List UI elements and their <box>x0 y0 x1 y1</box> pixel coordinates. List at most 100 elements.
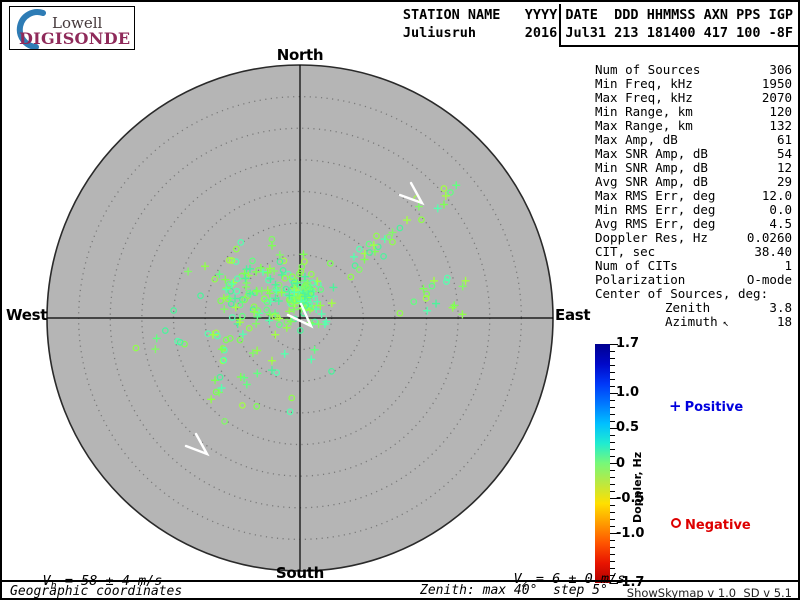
colorbar-minor-tick <box>610 505 615 507</box>
source-point-negative <box>239 402 246 409</box>
stat-label: Max SNR Amp, dB <box>595 146 708 161</box>
colorbar-tick-label: -1.0 <box>616 525 645 541</box>
crescent-icon <box>16 9 46 50</box>
stat-row: Num of CITs 1 <box>595 259 792 273</box>
source-point-negative <box>236 301 244 309</box>
stat-label: Max Range, km <box>595 118 693 133</box>
source-point-negative <box>271 313 279 320</box>
colorbar-minor-tick <box>610 477 615 479</box>
colorbar-major-tick <box>610 392 618 394</box>
stat-row: Polarization O-mode <box>595 273 792 287</box>
colorbar-major-tick <box>610 463 618 464</box>
legend-positive: + Positive <box>669 397 743 415</box>
source-point-negative <box>389 238 396 246</box>
source-point-negative <box>237 239 245 246</box>
stat-value: 120 <box>769 104 792 119</box>
stat-label: Avg RMS Err, deg <box>595 216 716 231</box>
source-point-negative <box>380 252 387 260</box>
coordinate-system-label: Geographic coordinates <box>10 584 183 599</box>
legend-negative: Negative <box>671 518 751 533</box>
circle-glyph-icon <box>671 518 681 528</box>
stat-row: Num of Sources 306 <box>595 63 792 77</box>
colorbar-major-tick <box>610 343 618 345</box>
stat-value: 2070 <box>761 90 792 105</box>
compass-east-label: East <box>555 306 591 324</box>
source-point-negative <box>228 314 236 321</box>
source-point-negative <box>288 273 296 281</box>
statistics-panel: Num of Sources 306 Min Freq, kHz 1950 Max Fr… <box>595 63 792 331</box>
colorbar-minor-tick <box>610 455 615 457</box>
source-point-negative <box>253 403 261 410</box>
source-point-negative <box>306 300 313 308</box>
stat-row: Doppler Res, Hz 0.0260 <box>595 231 792 245</box>
colorbar-major-tick <box>610 427 618 429</box>
stat-value: 0.0260 <box>746 230 792 245</box>
source-point-negative <box>396 309 404 317</box>
stat-label: Num of CITs <box>595 258 678 273</box>
colorbar-minor-tick <box>610 399 615 401</box>
stat-row: Center of Sources, deg: <box>595 287 792 301</box>
logo-text-lowell: Lowell <box>52 14 103 32</box>
stat-label: Max Freq, kHz <box>595 90 693 105</box>
stat-row: Min RMS Err, deg 0.0 <box>595 203 792 217</box>
source-point-negative <box>275 321 283 328</box>
source-point-negative <box>263 306 271 314</box>
source-point-negative <box>233 287 241 295</box>
compass-west-label: West <box>6 306 48 324</box>
stat-label: Azimuth ↖ <box>665 314 729 330</box>
source-point-negative <box>170 307 177 314</box>
stat-row: Min Freq, kHz 1950 <box>595 77 792 91</box>
source-point-negative <box>423 290 431 298</box>
stat-label: Polarization <box>595 272 686 287</box>
drift-arrow-icon <box>184 432 210 457</box>
colorbar-minor-tick <box>610 420 615 422</box>
source-point-negative <box>385 233 393 241</box>
footer-divider <box>2 580 798 582</box>
stat-value: 1950 <box>761 76 792 91</box>
colorbar-minor-tick <box>610 385 615 387</box>
source-point-negative <box>297 268 305 275</box>
source-point-negative <box>418 216 425 224</box>
stat-value: 18 <box>776 314 792 329</box>
stat-row: Max Range, km 132 <box>595 119 792 133</box>
station-header-columns: STATION NAME YYYY DATE DDD HHMMSS AXN PP… <box>402 7 793 23</box>
station-header-values: Juliusruh 2016 Jul31 213 181400 417 100 … <box>402 24 793 41</box>
source-point-negative <box>214 332 221 340</box>
software-version-label: ShowSkymap v 1.0 SD v 5.1 <box>626 586 792 600</box>
stat-value: 12.0 <box>761 188 792 203</box>
source-point-negative <box>328 367 335 375</box>
stat-label: Max RMS Err, deg <box>595 188 716 203</box>
source-point-negative <box>132 344 140 352</box>
stat-label: Max Amp, dB <box>595 132 678 147</box>
source-point-negative <box>351 262 359 269</box>
source-point-negative <box>347 273 355 281</box>
source-point-negative <box>326 260 334 267</box>
colorbar-tick-label: 0.5 <box>616 420 640 436</box>
source-point-negative <box>238 312 246 320</box>
source-point-negative <box>236 336 244 344</box>
colorbar-minor-tick <box>610 434 615 436</box>
colorbar-minor-tick <box>610 357 615 359</box>
compass-south-label: South <box>275 564 325 582</box>
source-point-negative <box>410 298 418 306</box>
stat-value: 3.8 <box>769 300 792 315</box>
source-point-negative <box>241 296 249 304</box>
source-point-negative <box>396 224 404 232</box>
station-header: STATION NAME YYYY DATE DDD HHMMSS AXN PP… <box>403 7 793 42</box>
colorbar-tick-label: 0 <box>616 455 626 471</box>
colorbar-minor-tick <box>610 413 615 415</box>
source-point-negative <box>245 290 253 297</box>
colorbar-minor-tick <box>610 484 615 486</box>
source-point-negative <box>279 267 287 274</box>
stat-value: 61 <box>776 132 792 147</box>
source-point-negative <box>234 275 241 283</box>
source-point-negative <box>281 274 289 282</box>
source-point-negative <box>228 257 236 264</box>
stat-row: CIT, sec 38.40 <box>595 245 792 259</box>
source-point-negative <box>222 336 230 344</box>
colorbar-minor-tick <box>610 350 615 352</box>
stat-label: Num of Sources <box>595 62 701 77</box>
source-point-negative <box>307 290 315 298</box>
source-point-negative <box>220 356 228 364</box>
stat-row: Zenith 3.8 <box>595 301 792 315</box>
